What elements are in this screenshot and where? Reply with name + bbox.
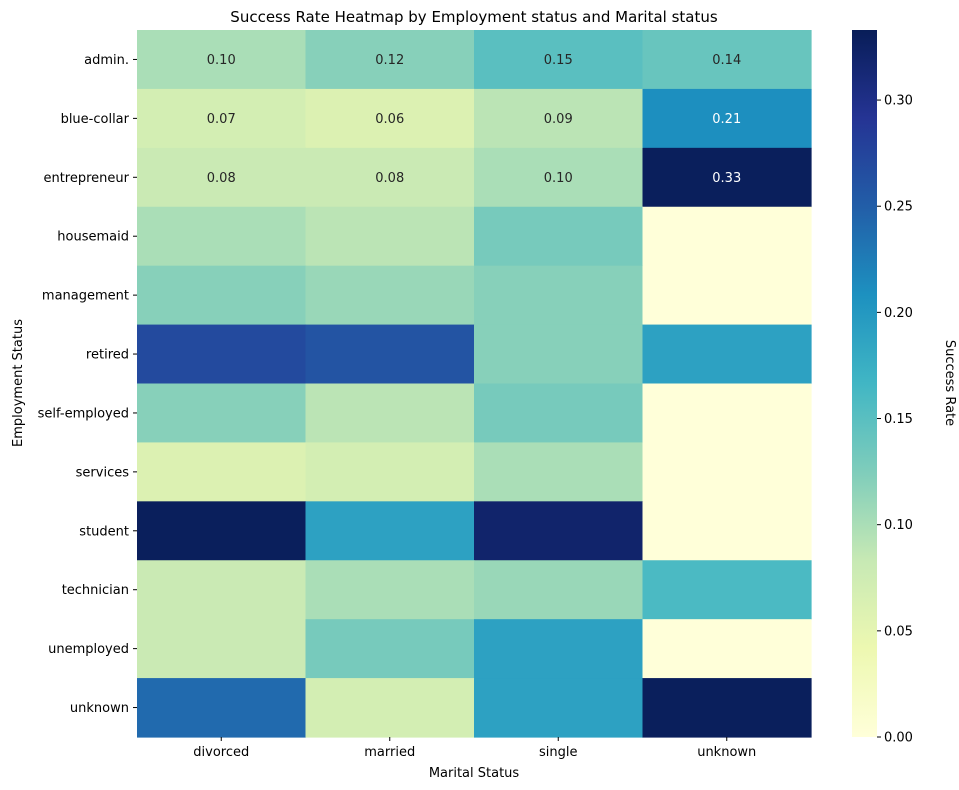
y-tick-label: unemployed — [48, 642, 129, 657]
heatmap-cell — [642, 206, 812, 267]
heatmap-cell — [137, 560, 307, 620]
heatmap-cell — [474, 265, 644, 326]
cell-value-label: 0.33 — [712, 171, 741, 186]
x-tick-label: married — [364, 745, 415, 760]
heatmap-cell — [137, 501, 307, 561]
heatmap-cell — [137, 383, 307, 444]
x-axis-ticks: divorced married single unknown — [193, 737, 756, 760]
heatmap-cell — [305, 383, 475, 444]
colorbar-tick-label: 0.20 — [884, 306, 913, 321]
y-tick-label: unknown — [70, 701, 129, 716]
cell-value-label: 0.15 — [544, 53, 573, 68]
y-tick-label: retired — [86, 348, 129, 363]
heatmap-cell — [137, 442, 307, 502]
colorbar-tick-label: 0.10 — [884, 518, 913, 533]
heatmap-cell — [642, 265, 812, 326]
heatmap-cell — [137, 619, 307, 679]
colorbar-tick-label: 0.30 — [884, 94, 913, 109]
heatmap-cell — [305, 206, 475, 267]
cell-value-label: 0.08 — [375, 171, 404, 186]
heatmap-cell — [642, 678, 812, 738]
chart-title: Success Rate Heatmap by Employment statu… — [230, 8, 718, 26]
heatmap-cell — [642, 324, 812, 385]
y-tick-label: student — [79, 524, 129, 539]
cell-value-label: 0.10 — [544, 171, 573, 186]
y-tick-label: housemaid — [57, 230, 129, 245]
cell-value-label: 0.07 — [207, 112, 236, 127]
heatmap-cell — [305, 30, 475, 90]
colorbar-tick-label: 0.00 — [884, 731, 913, 746]
heatmap-cell — [474, 383, 644, 444]
heatmap-cell — [137, 265, 307, 326]
heatmap-cell — [305, 442, 475, 502]
heatmap-cell — [305, 265, 475, 326]
colorbar-tick-label: 0.25 — [884, 200, 913, 215]
heatmap-cell — [474, 324, 644, 385]
y-tick-label: self-employed — [38, 406, 129, 421]
y-tick-label: blue-collar — [61, 112, 130, 127]
heatmap-cell — [642, 383, 812, 444]
heatmap-cells — [137, 30, 812, 738]
cell-value-label: 0.10 — [207, 53, 236, 68]
colorbar-tick-label: 0.05 — [884, 624, 913, 639]
heatmap-cell — [642, 147, 812, 208]
heatmap-cell — [642, 619, 812, 679]
cell-value-label: 0.21 — [712, 112, 741, 127]
cell-value-label: 0.09 — [544, 112, 573, 127]
heatmap-cell — [642, 30, 812, 90]
colorbar-tick-label: 0.15 — [884, 412, 913, 427]
heatmap-cell — [305, 678, 475, 738]
colorbar-ticks: 0.00 0.05 0.10 0.15 0.20 0.25 0.30 — [877, 94, 913, 746]
heatmap-cell — [474, 147, 644, 208]
colorbar-gradient — [852, 30, 877, 737]
y-axis-ticks: admin. blue-collar entrepreneur housemaid ma… — [38, 53, 137, 716]
heatmap-cell — [642, 442, 812, 502]
y-tick-label: management — [42, 289, 129, 304]
heatmap-cell — [474, 30, 644, 90]
heatmap-cell — [305, 501, 475, 561]
y-tick-label: entrepreneur — [43, 171, 129, 186]
heatmap-cell — [474, 442, 644, 502]
heatmap-cell — [474, 619, 644, 679]
cell-value-label: 0.08 — [207, 171, 236, 186]
heatmap-cell — [474, 88, 644, 149]
y-tick-label: services — [76, 465, 130, 480]
heatmap-cell — [305, 147, 475, 208]
heatmap-cell — [474, 206, 644, 267]
heatmap-cell — [137, 678, 307, 738]
y-tick-label: admin. — [84, 53, 129, 68]
heatmap-cell — [305, 324, 475, 385]
y-axis-label: Employment Status — [11, 319, 26, 447]
cell-value-label: 0.12 — [375, 53, 404, 68]
heatmap-cell — [642, 501, 812, 561]
y-tick-label: technician — [62, 583, 129, 598]
heatmap-cell — [137, 324, 307, 385]
heatmap-cell — [642, 88, 812, 149]
cell-value-label: 0.06 — [375, 112, 404, 127]
heatmap-cell — [474, 678, 644, 738]
x-axis-label: Marital Status — [429, 766, 520, 781]
heatmap-cell — [474, 560, 644, 620]
heatmap-cell — [305, 88, 475, 149]
x-tick-label: divorced — [193, 745, 249, 760]
cell-annotations: 0.10 0.12 0.15 0.14 0.07 0.06 0.09 0.21 0.08 0.08… — [207, 53, 741, 186]
heatmap-cell — [137, 30, 307, 90]
heatmap-cell — [137, 206, 307, 267]
x-tick-label: unknown — [697, 745, 756, 760]
heatmap-cell — [474, 501, 644, 561]
colorbar-label: Success Rate — [942, 340, 957, 426]
heatmap-cell — [137, 147, 307, 208]
x-tick-label: single — [539, 745, 578, 760]
colorbar: 0.00 0.05 0.10 0.15 0.20 0.25 0.30 Success Rat… — [852, 30, 957, 746]
heatmap-cell — [137, 88, 307, 149]
heatmap-cell — [642, 560, 812, 620]
cell-value-label: 0.14 — [712, 53, 741, 68]
heatmap-cell — [305, 560, 475, 620]
heatmap-cell — [305, 619, 475, 679]
